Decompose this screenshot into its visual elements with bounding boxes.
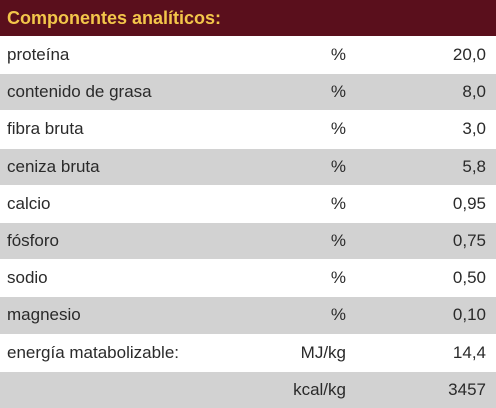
row-label: fibra bruta	[7, 119, 84, 139]
row-value: 8,0	[462, 82, 486, 102]
row-unit: %	[330, 82, 346, 102]
row-value: 3457	[448, 379, 486, 399]
table-row: energía matabolizable: MJ/kg 14,4	[0, 333, 496, 371]
row-label: calcio	[7, 193, 51, 213]
row-value: 20,0	[452, 45, 486, 65]
row-value: 0,75	[452, 231, 486, 251]
table-body: proteína % 20,0 contenido de grasa % 8,0…	[0, 36, 496, 408]
row-value: 0,50	[452, 268, 486, 288]
row-value: 3,0	[462, 119, 486, 139]
row-value: 14,4	[452, 342, 486, 362]
table-row: contenido de grasa % 8,0	[0, 73, 496, 111]
row-unit: %	[330, 45, 346, 65]
row-label: energía matabolizable:	[7, 342, 180, 362]
row-unit: MJ/kg	[300, 342, 346, 362]
table-row: sodio % 0,50	[0, 259, 496, 297]
row-value: 0,95	[452, 193, 486, 213]
row-unit: kcal/kg	[293, 379, 346, 399]
row-unit: %	[330, 119, 346, 139]
row-unit: %	[330, 268, 346, 288]
table-row: ceniza bruta % 5,8	[0, 147, 496, 185]
table-title: Componentes analíticos:	[0, 0, 496, 36]
row-value: 0,10	[452, 305, 486, 325]
row-value: 5,8	[462, 156, 486, 176]
row-label: contenido de grasa	[7, 82, 152, 102]
row-label: magnesio	[7, 305, 81, 325]
table-row: proteína % 20,0	[0, 36, 496, 74]
row-label: fósforo	[7, 231, 59, 251]
row-unit: %	[330, 193, 346, 213]
row-unit: %	[330, 156, 346, 176]
row-label: ceniza bruta	[7, 156, 100, 176]
table-row: fibra bruta % 3,0	[0, 110, 496, 148]
row-label: proteína	[7, 45, 70, 65]
row-unit: %	[330, 305, 346, 325]
row-unit: %	[330, 231, 346, 251]
table-row: calcio % 0,95	[0, 184, 496, 222]
table-row: magnesio % 0,10	[0, 296, 496, 334]
table-row: fósforo % 0,75	[0, 221, 496, 260]
row-label: sodio	[7, 268, 48, 288]
table-row: kcal/kg 3457	[0, 370, 496, 408]
